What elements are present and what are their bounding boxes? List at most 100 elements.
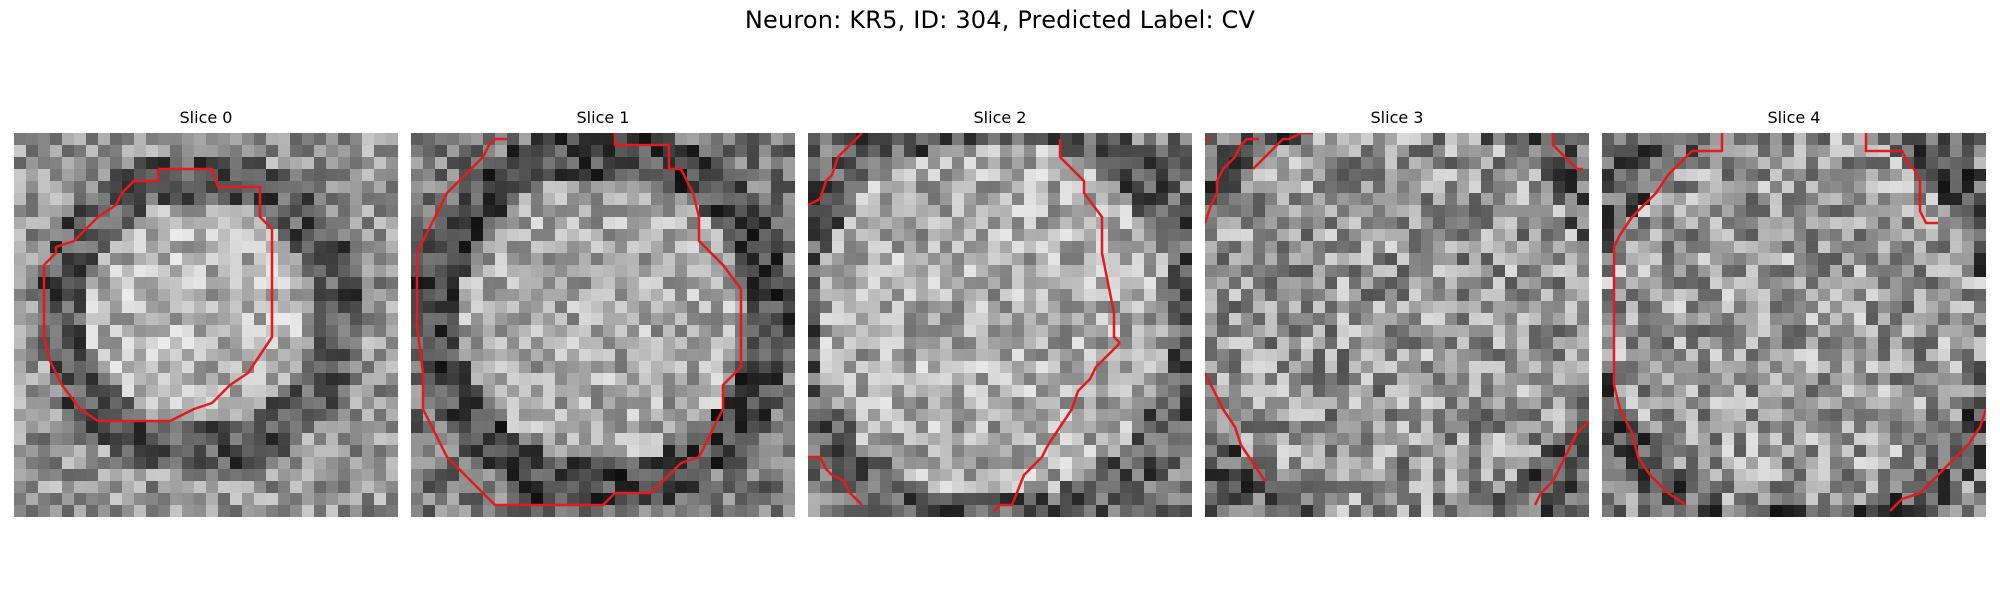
- image-pixel: [1734, 133, 1747, 146]
- image-pixel: [122, 169, 135, 182]
- image-pixel: [1878, 169, 1891, 182]
- image-pixel: [1890, 421, 1903, 434]
- image-pixel: [290, 241, 303, 254]
- image-pixel: [1120, 133, 1133, 146]
- image-pixel: [1000, 301, 1013, 314]
- image-pixel: [639, 229, 652, 242]
- image-pixel: [1818, 145, 1831, 158]
- image-pixel: [1770, 313, 1783, 326]
- image-pixel: [1842, 385, 1855, 398]
- image-pixel: [471, 265, 484, 278]
- image-pixel: [423, 397, 436, 410]
- image-pixel: [567, 313, 580, 326]
- image-pixel: [1373, 457, 1386, 470]
- image-pixel: [1806, 277, 1819, 290]
- image-pixel: [26, 481, 39, 494]
- image-pixel: [1373, 337, 1386, 350]
- image-pixel: [1662, 277, 1675, 290]
- image-pixel: [1626, 397, 1639, 410]
- image-pixel: [447, 397, 460, 410]
- image-pixel: [110, 145, 123, 158]
- image-pixel: [1686, 445, 1699, 458]
- image-pixel: [651, 457, 664, 470]
- image-pixel: [1770, 181, 1783, 194]
- image-pixel: [856, 409, 869, 422]
- image-pixel: [314, 301, 327, 314]
- image-pixel: [1830, 421, 1843, 434]
- image-pixel: [543, 133, 556, 146]
- image-pixel: [1638, 289, 1651, 302]
- image-pixel: [483, 277, 496, 290]
- image-pixel: [1445, 181, 1458, 194]
- image-pixel: [1602, 349, 1615, 362]
- image-pixel: [1818, 409, 1831, 422]
- image-pixel: [832, 397, 845, 410]
- image-pixel: [1361, 325, 1374, 338]
- image-pixel: [158, 265, 171, 278]
- image-pixel: [386, 445, 398, 458]
- image-pixel: [362, 217, 375, 230]
- image-pixel: [1000, 241, 1013, 254]
- image-pixel: [1505, 313, 1518, 326]
- image-pixel: [1385, 241, 1398, 254]
- image-pixel: [1614, 361, 1627, 374]
- image-pixel: [735, 205, 748, 218]
- image-pixel: [50, 397, 63, 410]
- image-pixel: [1313, 217, 1326, 230]
- image-pixel: [579, 253, 592, 266]
- image-pixel: [374, 301, 387, 314]
- slice-title-4: Slice 4: [1767, 108, 1821, 127]
- image-pixel: [1048, 469, 1061, 482]
- image-pixel: [940, 385, 953, 398]
- image-pixel: [218, 373, 231, 386]
- image-pixel: [1902, 205, 1915, 218]
- image-pixel: [182, 397, 195, 410]
- image-pixel: [1541, 421, 1554, 434]
- image-pixel: [783, 349, 795, 362]
- image-pixel: [1289, 505, 1302, 517]
- image-pixel: [928, 253, 941, 266]
- image-pixel: [531, 313, 544, 326]
- image-pixel: [423, 457, 436, 470]
- image-pixel: [543, 361, 556, 374]
- image-pixel: [1313, 505, 1326, 517]
- image-pixel: [206, 457, 219, 470]
- image-pixel: [1914, 325, 1927, 338]
- image-pixel: [1650, 277, 1663, 290]
- image-pixel: [314, 421, 327, 434]
- image-pixel: [14, 481, 27, 494]
- image-pixel: [242, 409, 255, 422]
- image-pixel: [278, 349, 291, 362]
- image-pixel: [1132, 181, 1145, 194]
- image-pixel: [14, 445, 27, 458]
- image-pixel: [338, 313, 351, 326]
- image-pixel: [1457, 337, 1470, 350]
- image-pixel: [1421, 409, 1434, 422]
- image-pixel: [699, 409, 712, 422]
- image-pixel: [1746, 445, 1759, 458]
- image-pixel: [1217, 445, 1230, 458]
- image-pixel: [386, 157, 398, 170]
- image-pixel: [1541, 217, 1554, 230]
- image-pixel: [711, 457, 724, 470]
- image-pixel: [711, 193, 724, 206]
- image-pixel: [1734, 349, 1747, 362]
- image-pixel: [471, 433, 484, 446]
- image-pixel: [1313, 241, 1326, 254]
- image-pixel: [1962, 181, 1975, 194]
- image-pixel: [1409, 433, 1422, 446]
- image-pixel: [278, 169, 291, 182]
- image-pixel: [1794, 253, 1807, 266]
- image-pixel: [1842, 169, 1855, 182]
- image-pixel: [771, 325, 784, 338]
- image-pixel: [759, 241, 772, 254]
- image-pixel: [1072, 421, 1085, 434]
- image-pixel: [350, 505, 363, 517]
- image-pixel: [1168, 481, 1181, 494]
- image-pixel: [868, 433, 881, 446]
- image-pixel: [447, 349, 460, 362]
- image-pixel: [1060, 433, 1073, 446]
- image-pixel: [591, 145, 604, 158]
- image-pixel: [386, 313, 398, 326]
- image-pixel: [603, 325, 616, 338]
